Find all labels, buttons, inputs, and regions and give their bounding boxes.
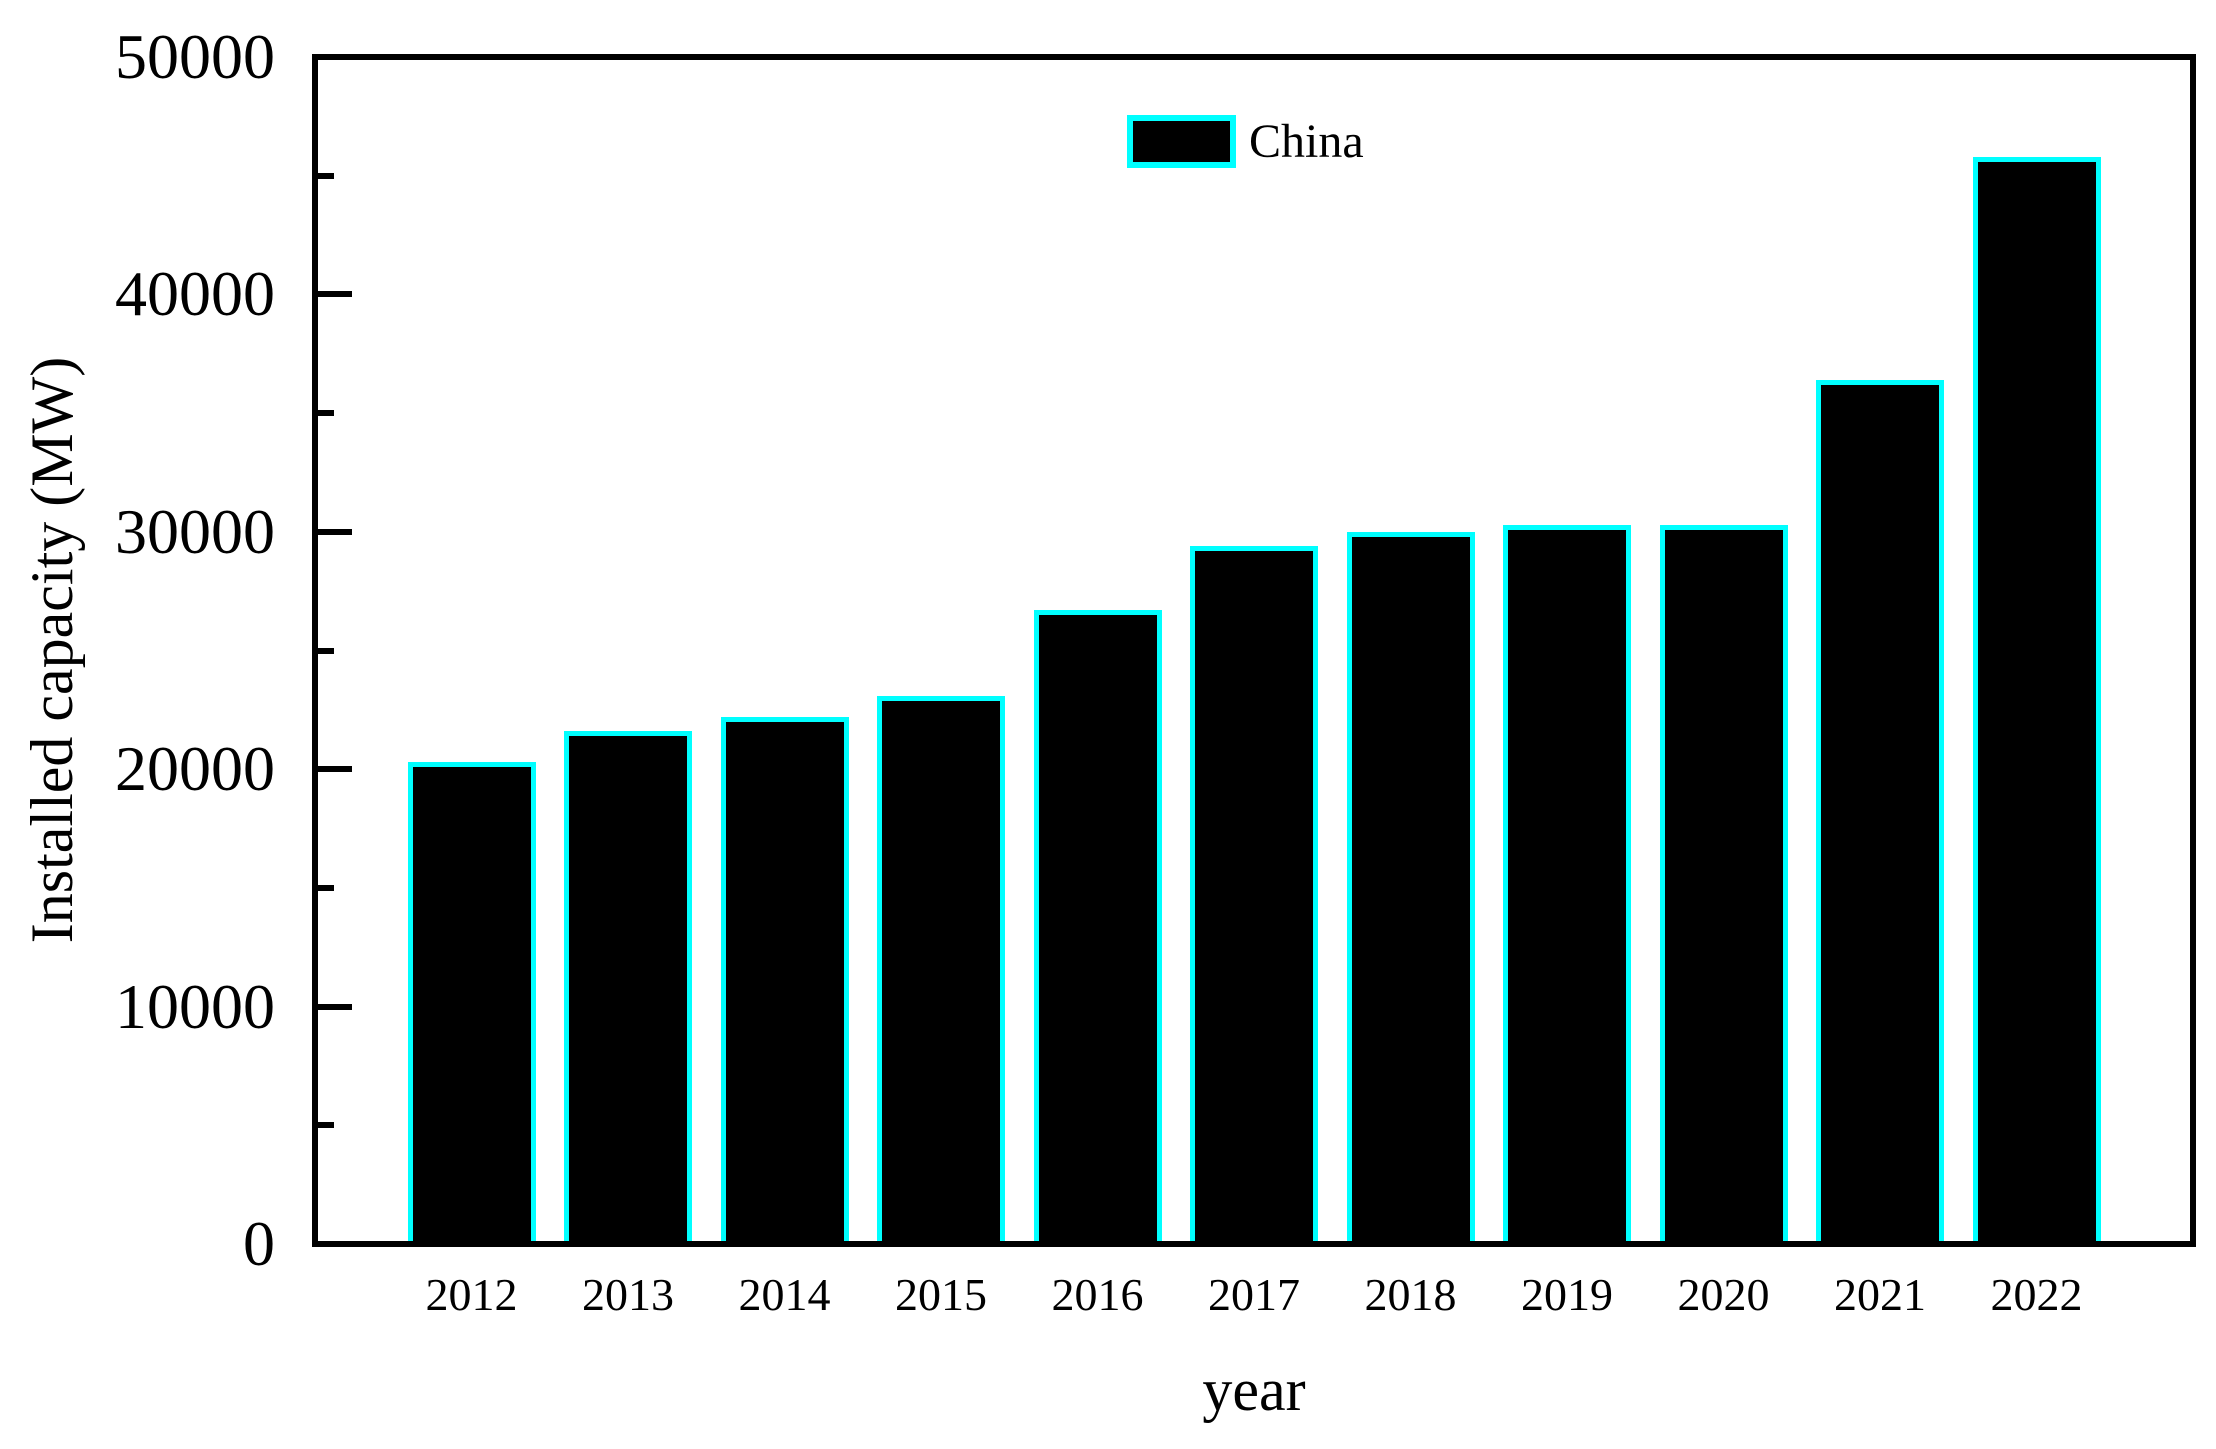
x-tick-label-2016: 2016 bbox=[1051, 1269, 1144, 1320]
x-tick-label-2017: 2017 bbox=[1208, 1269, 1300, 1320]
y-major-tick-30000 bbox=[318, 528, 352, 535]
bar-2019 bbox=[1503, 524, 1631, 1244]
y-tick-label-40000: 40000 bbox=[115, 258, 275, 330]
y-minor-tick-25000 bbox=[318, 647, 334, 654]
y-major-tick-20000 bbox=[318, 766, 352, 773]
y-minor-tick-5000 bbox=[318, 1122, 334, 1129]
y-major-tick-10000 bbox=[318, 1003, 352, 1010]
legend-label-china: China bbox=[1249, 114, 1364, 168]
x-tick-label-2014: 2014 bbox=[738, 1269, 831, 1320]
x-tick-label-2020: 2020 bbox=[1677, 1269, 1770, 1320]
x-axis-title: year bbox=[1202, 1357, 1306, 1423]
y-minor-tick-45000 bbox=[318, 172, 334, 179]
bar-2012 bbox=[407, 762, 536, 1244]
bar-2018 bbox=[1346, 531, 1475, 1244]
bar-2017 bbox=[1190, 546, 1318, 1244]
legend: China bbox=[1127, 115, 1364, 168]
legend-swatch-china bbox=[1127, 115, 1236, 168]
bar-2015 bbox=[877, 695, 1005, 1244]
x-tick-label-2013: 2013 bbox=[582, 1269, 674, 1320]
y-minor-tick-35000 bbox=[318, 410, 334, 417]
x-tick-label-2019: 2019 bbox=[1521, 1269, 1613, 1320]
bar-2021 bbox=[1816, 379, 1944, 1244]
y-minor-tick-15000 bbox=[318, 884, 334, 891]
x-tick-label-2012: 2012 bbox=[425, 1269, 518, 1320]
y-tick-label-50000: 50000 bbox=[115, 21, 275, 92]
y-tick-label-0: 0 bbox=[243, 1208, 275, 1279]
y-major-tick-40000 bbox=[318, 291, 352, 298]
x-tick-label-2018: 2018 bbox=[1364, 1269, 1457, 1320]
bar-2014 bbox=[720, 716, 849, 1244]
x-tick-label-2015: 2015 bbox=[895, 1269, 987, 1320]
bar-2020 bbox=[1659, 524, 1788, 1244]
y-tick-label-10000: 10000 bbox=[115, 970, 275, 1042]
x-tick-label-2022: 2022 bbox=[1990, 1269, 2083, 1320]
bar-2013 bbox=[564, 731, 692, 1244]
bar-2016 bbox=[1033, 610, 1162, 1244]
x-tick-label-2021: 2021 bbox=[1834, 1269, 1926, 1320]
bar-2022 bbox=[1972, 156, 2101, 1244]
y-tick-label-20000: 20000 bbox=[115, 733, 275, 805]
y-tick-label-30000: 30000 bbox=[115, 495, 275, 567]
